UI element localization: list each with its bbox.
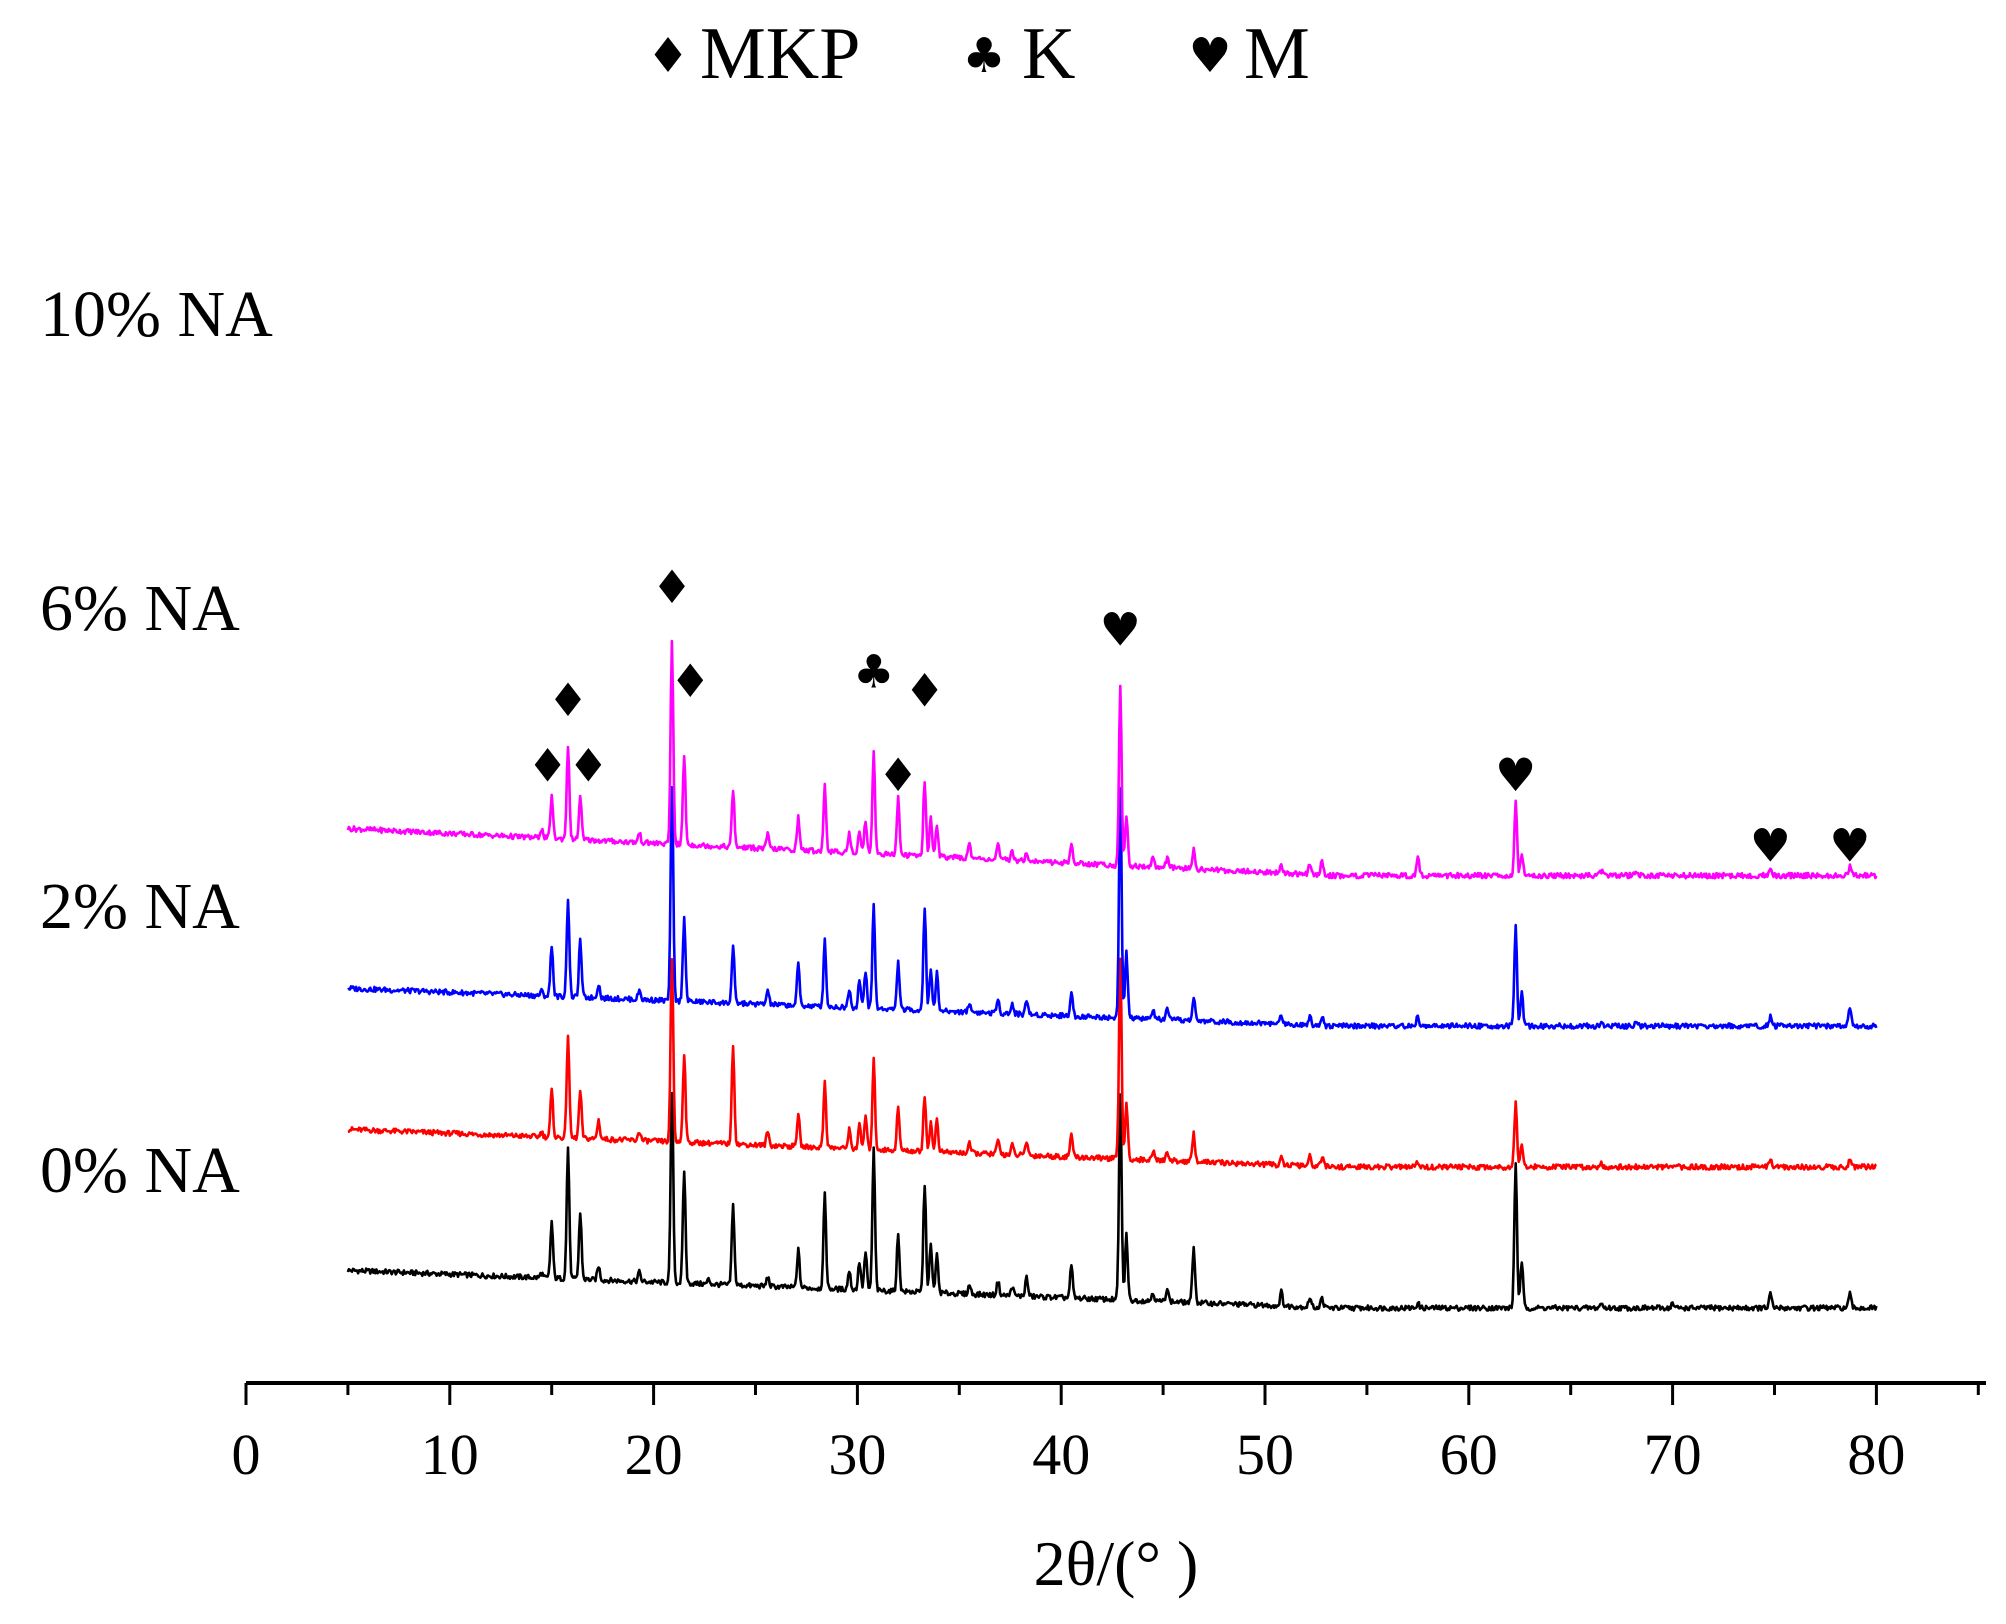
annotation-heart-icon: ♥ [1100, 602, 1141, 656]
series-label: 2% NA [40, 870, 240, 943]
annotation-diamond-icon: ♦ [527, 739, 568, 793]
x-tick-label: 10 [421, 1422, 479, 1487]
annotation-diamond-icon: ♦ [878, 748, 919, 802]
annotation-heart-icon: ♥ [1495, 748, 1536, 802]
club-icon: ♣ [962, 28, 1005, 84]
x-tick-label: 20 [625, 1422, 683, 1487]
series-line [346, 1091, 1878, 1312]
annotation-club-icon: ♣ [853, 645, 894, 699]
legend-label-k: K [1022, 13, 1075, 95]
annotation-diamond-icon: ♦ [904, 663, 945, 717]
x-tick-label: 50 [1236, 1422, 1294, 1487]
x-tick-label: 0 [232, 1422, 261, 1487]
legend-label-m: M [1244, 13, 1310, 95]
x-tick-label: 30 [828, 1422, 886, 1487]
x-tick-label: 80 [1847, 1422, 1905, 1487]
series-label: 6% NA [40, 572, 240, 645]
annotation-diamond-icon: ♦ [651, 560, 692, 614]
x-axis: 0 10 20 30 40 50 60 70 80 2θ/(° ) [232, 1381, 1986, 1599]
series-10pct-na: 10% NA [40, 278, 1878, 880]
annotation-diamond-icon: ♦ [568, 739, 609, 793]
series-label: 10% NA [40, 278, 273, 351]
annotation-diamond-icon: ♦ [670, 654, 711, 708]
series-label: 0% NA [40, 1134, 240, 1207]
legend: ♦ MKP ♣ K ♥ M [646, 13, 1309, 95]
series-line [347, 785, 1878, 1030]
peak-annotations: ♦♦♦♦♦ ♣♦♦♥♥♥ ♥ [527, 560, 1871, 873]
heart-icon: ♥ [1188, 28, 1231, 84]
series-line [346, 639, 1878, 880]
x-tick-label: 60 [1440, 1422, 1498, 1487]
series-6pct-na: 6% NA [40, 572, 1878, 1030]
x-ticks: 0 10 20 30 40 50 60 70 80 [232, 1383, 1980, 1487]
series-0pct-na: 0% NA [40, 1091, 1878, 1312]
series-line [347, 957, 1877, 1171]
x-axis-title: 2θ/(° ) [1034, 1528, 1199, 1599]
series-group: 0% NA 2% NA 6% NA 10% NA [40, 278, 1878, 1312]
series-2pct-na: 2% NA [40, 870, 1877, 1171]
annotation-diamond-icon: ♦ [547, 673, 588, 727]
annotation-heart-icon: ♥ [1829, 819, 1870, 873]
x-tick-label: 40 [1032, 1422, 1090, 1487]
legend-label-mkp: MKP [700, 13, 860, 95]
annotation-heart-icon: ♥ [1750, 819, 1791, 873]
x-tick-label: 70 [1644, 1422, 1702, 1487]
diamond-icon: ♦ [646, 28, 689, 84]
